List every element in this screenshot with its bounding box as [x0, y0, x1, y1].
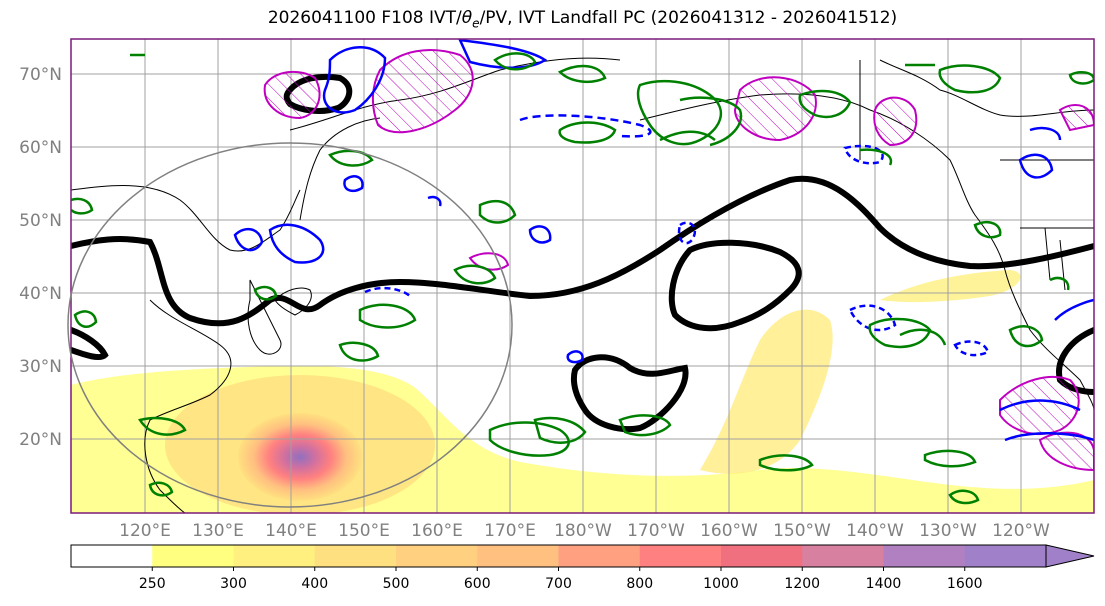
colorbar-tick-label: 1600	[947, 576, 983, 592]
colorbar-tick-label: 600	[464, 576, 491, 592]
lat-label: 30°N	[19, 357, 62, 377]
colorbar-tick-label: 250	[139, 576, 166, 592]
lon-label: 120°W	[992, 521, 1050, 541]
ivt-band-east	[880, 270, 1021, 303]
ivt-landfall-pc	[263, 49, 1094, 472]
colorbar-segment	[639, 545, 722, 567]
lon-label: 120°E	[119, 521, 171, 541]
lat-label: 70°N	[19, 65, 62, 85]
lon-label: 170°W	[627, 521, 685, 541]
colorbar-segment	[721, 545, 803, 567]
colorbar: 250 300 400 500 600 700 800 1000 1200 1400 1600	[70, 544, 1095, 592]
colorbar-segment	[396, 545, 478, 567]
colorbar-tick-label: 1000	[703, 576, 739, 592]
colorbar-segment	[883, 545, 966, 567]
negative-contours	[233, 39, 1094, 442]
lon-label: 130°E	[192, 521, 244, 541]
lat-label: 50°N	[19, 211, 62, 231]
colorbar-tick-label: 400	[301, 576, 328, 592]
colorbar-segments	[71, 545, 1047, 567]
colorbar-segment	[477, 545, 559, 567]
colorbar-tick-label: 700	[545, 576, 572, 592]
colorbar-extend-arrow	[1045, 544, 1095, 568]
lat-label: 20°N	[19, 430, 62, 450]
colorbar-segment	[314, 545, 397, 567]
lon-label: 170°E	[484, 521, 536, 541]
lat-label: 60°N	[19, 138, 62, 158]
colorbar-segment	[233, 545, 316, 567]
map-title: 2026041100 F108 IVT/θe/PV, IVT Landfall …	[267, 8, 898, 31]
colorbar-tick-label: 500	[383, 576, 410, 592]
colorbar-tick-label: 800	[626, 576, 653, 592]
map-frame	[70, 38, 1095, 514]
graticule	[71, 39, 1094, 513]
ivt-max-core	[238, 413, 362, 501]
colorbar-tick-label: 1200	[784, 576, 820, 592]
colorbar-segment	[558, 545, 641, 567]
lat-label: 40°N	[19, 284, 62, 304]
colorbar-segment	[964, 545, 1047, 567]
lon-label: 160°W	[700, 521, 758, 541]
lon-label: 150°E	[338, 521, 390, 541]
pv-contours	[71, 52, 1094, 505]
colorbar-ticks: 250 300 400 500 600 700 800 1000 1200 1400 1600	[139, 567, 983, 592]
ivt-band-mid	[700, 309, 833, 474]
lat-axis: 70°N 60°N 50°N 40°N 30°N 20°N	[19, 65, 62, 450]
colorbar-segment	[802, 545, 884, 567]
lon-label: 160°E	[411, 521, 463, 541]
lon-axis: 120°E 130°E 140°E 150°E 160°E 170°E 180°…	[119, 521, 1050, 541]
lon-label: 150°W	[773, 521, 831, 541]
lon-label: 140°E	[265, 521, 317, 541]
colorbar-tick-label: 1400	[866, 576, 902, 592]
range-circle	[67, 142, 513, 508]
colorbar-segment	[71, 545, 153, 567]
ivt-shading	[71, 270, 1094, 513]
lon-label: 130°W	[919, 521, 977, 541]
colorbar-tick-label: 300	[220, 576, 247, 592]
colorbar-segment	[152, 545, 234, 567]
lon-label: 180°W	[554, 521, 612, 541]
lon-label: 140°W	[846, 521, 904, 541]
